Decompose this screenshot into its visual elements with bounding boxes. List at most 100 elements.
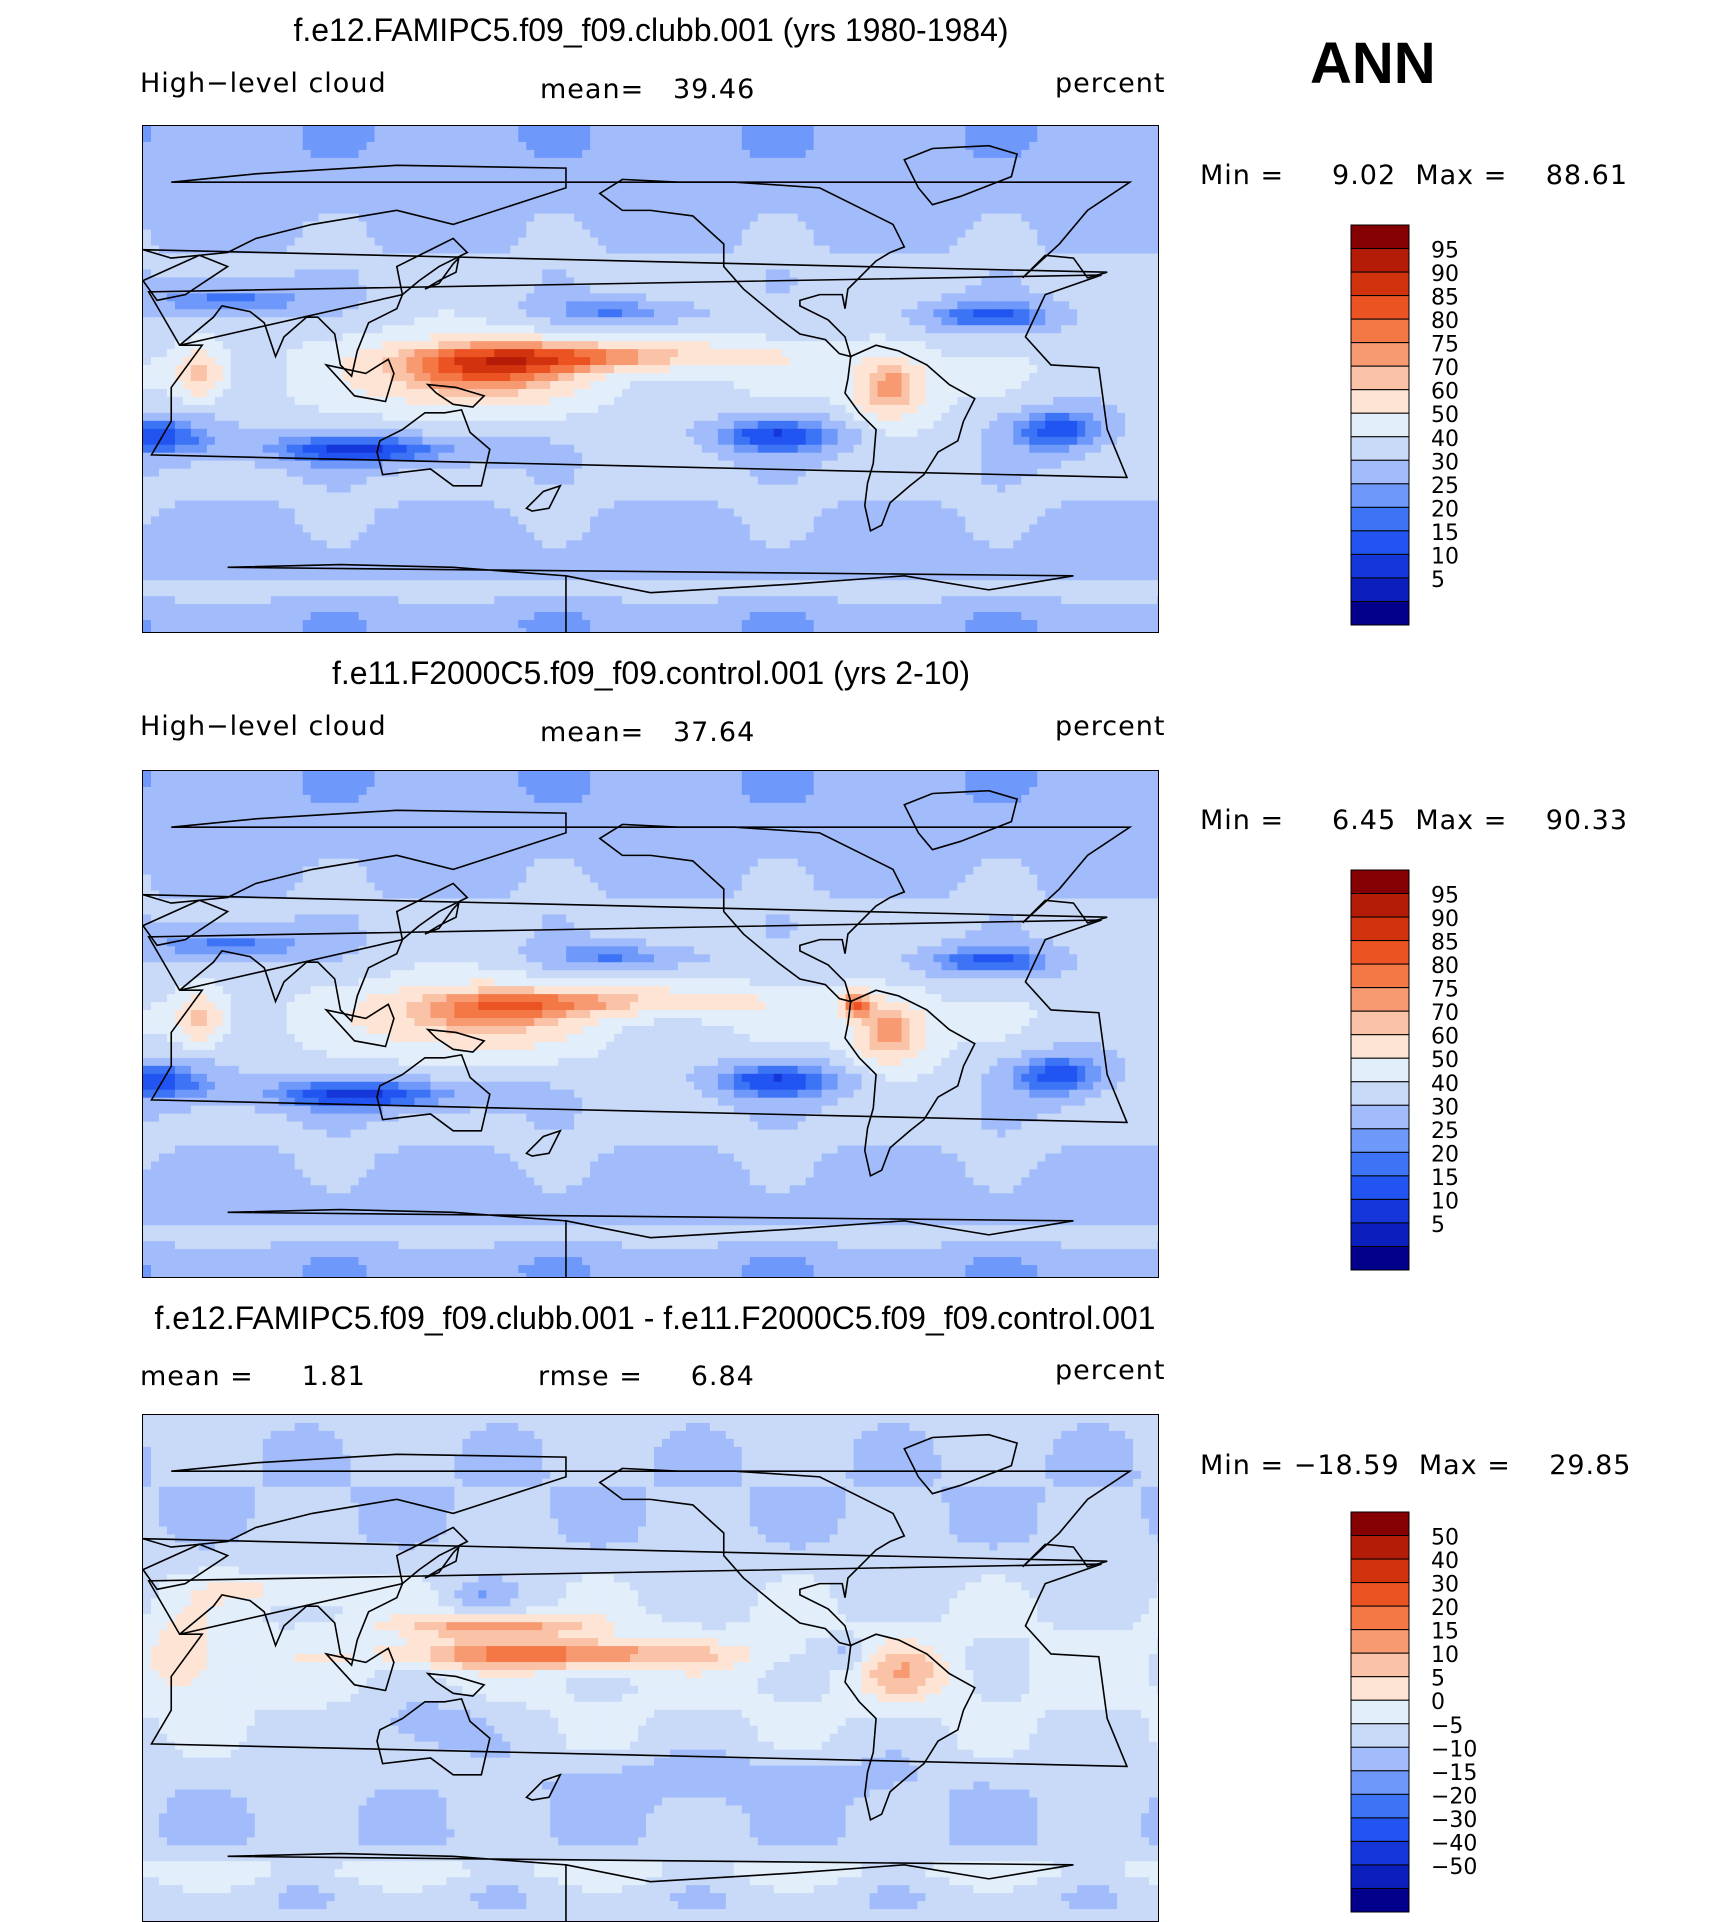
field-cell <box>933 396 942 406</box>
field-cell <box>454 157 463 167</box>
field-cell <box>462 181 471 191</box>
field-cell <box>813 205 823 215</box>
field-cell <box>1125 141 1134 151</box>
field-cell <box>1013 380 1022 390</box>
field-cell <box>598 189 607 199</box>
field-cell <box>877 285 887 294</box>
field-cell <box>1061 237 1070 247</box>
field-cell <box>829 380 839 390</box>
field-cell <box>310 229 320 239</box>
field-cell <box>254 388 264 398</box>
field-cell <box>685 380 695 390</box>
field-cell <box>510 396 519 406</box>
field-cell <box>590 349 599 358</box>
field-cell <box>917 253 926 262</box>
field-cell <box>430 373 439 382</box>
field-cell <box>789 380 799 390</box>
field-cell <box>278 380 288 390</box>
field-cell <box>957 237 966 247</box>
field-cell <box>286 133 296 143</box>
field-cell <box>1045 388 1054 398</box>
field-cell <box>877 269 887 278</box>
field-cell <box>190 333 200 342</box>
field-cell <box>1133 269 1142 278</box>
field-cell <box>310 205 320 215</box>
field-cell <box>446 213 455 223</box>
field-cell <box>1029 197 1038 207</box>
field-cell <box>717 285 727 294</box>
field-cell <box>941 341 950 350</box>
field-cell <box>254 420 264 430</box>
field-cell <box>1021 357 1030 366</box>
field-cell <box>733 173 743 183</box>
field-cell <box>486 349 495 358</box>
field-cell <box>797 428 807 438</box>
field-cell <box>1101 165 1110 175</box>
field-cell <box>1029 261 1038 270</box>
field-cell <box>797 253 807 262</box>
field-cell <box>302 293 312 302</box>
field-cell <box>174 309 184 318</box>
field-cell <box>238 420 248 430</box>
field-cell <box>1149 349 1158 358</box>
field-cell <box>949 285 958 294</box>
field-cell <box>1069 285 1078 294</box>
field-cell <box>733 325 743 334</box>
field-cell <box>685 229 695 239</box>
field-cell <box>150 404 160 414</box>
field-cell <box>350 253 360 262</box>
field-cell <box>542 245 551 254</box>
field-cell <box>350 317 360 326</box>
field-cell <box>406 237 415 247</box>
field-cell <box>773 277 783 286</box>
field-cell <box>638 365 647 374</box>
field-cell <box>1061 245 1070 254</box>
field-cell <box>693 197 703 207</box>
field-cell <box>358 420 368 430</box>
field-cell <box>454 165 463 175</box>
field-cell <box>406 301 415 310</box>
field-cell <box>606 333 615 342</box>
field-cell <box>582 181 591 191</box>
field-cell <box>534 126 543 135</box>
field-cell <box>1053 269 1062 278</box>
field-cell <box>486 420 495 430</box>
field-cell <box>1125 253 1134 262</box>
field-cell <box>725 149 735 159</box>
field-cell <box>470 373 479 382</box>
field-cell <box>901 197 910 207</box>
field-cell <box>909 157 918 167</box>
field-cell <box>598 221 607 231</box>
field-cell <box>877 301 887 310</box>
field-cell <box>789 133 799 143</box>
field-cell <box>390 245 399 254</box>
field-cell <box>598 133 607 143</box>
field-cell <box>1109 141 1118 151</box>
field-cell <box>837 396 847 406</box>
field-cell <box>669 189 679 199</box>
field-cell <box>246 420 256 430</box>
field-cell <box>821 157 831 167</box>
field-cell <box>829 253 839 262</box>
field-cell <box>590 197 599 207</box>
field-cell <box>238 229 248 239</box>
field-cell <box>1085 197 1094 207</box>
field-cell <box>382 126 392 135</box>
field-cell <box>462 221 471 231</box>
field-cell <box>366 396 376 406</box>
field-cell <box>270 293 280 302</box>
field-cell <box>717 325 727 334</box>
field-cell <box>1109 197 1118 207</box>
field-cell <box>414 261 423 270</box>
field-cell <box>1077 141 1086 151</box>
field-cell <box>845 213 855 223</box>
field-cell <box>166 277 176 286</box>
field-cell <box>414 133 423 143</box>
field-cell <box>933 341 942 350</box>
field-cell <box>885 420 895 430</box>
field-cell <box>933 165 942 175</box>
field-cell <box>246 277 256 286</box>
field-cell <box>781 404 791 414</box>
field-cell <box>1053 197 1062 207</box>
field-cell <box>965 357 974 366</box>
